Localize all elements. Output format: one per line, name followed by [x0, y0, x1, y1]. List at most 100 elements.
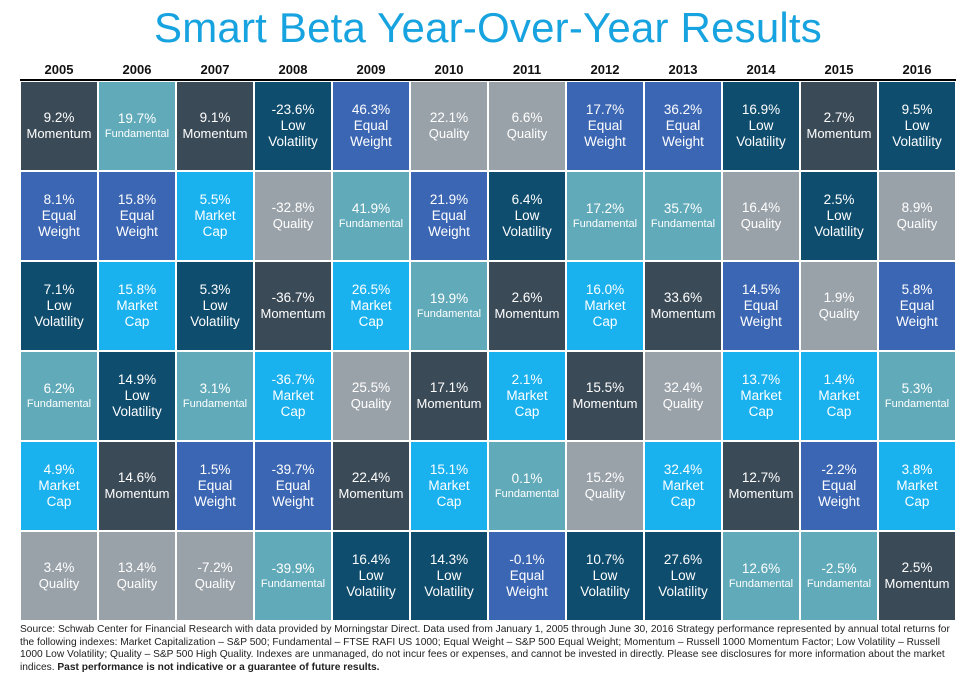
strategy-label: Fundamental: [494, 487, 560, 500]
return-cell-2016-rank-5: 3.8% Market Cap: [878, 441, 956, 531]
return-cell-2016-rank-6: 2.5% Momentum: [878, 531, 956, 621]
return-value: 35.7%: [663, 201, 703, 217]
return-cell-2005-rank-3: 7.1% Low Volatility: [20, 261, 98, 351]
chart-title: Smart Beta Year-Over-Year Results: [153, 4, 823, 51]
year-header-2006: 2006: [122, 62, 152, 77]
strategy-label: Momentum: [884, 576, 950, 592]
return-value: 5.3%: [901, 381, 933, 397]
return-value: 14.5%: [741, 281, 781, 297]
return-cell-2007-rank-1: 9.1% Momentum: [176, 81, 254, 171]
strategy-label: Fundamental: [26, 397, 92, 410]
return-value: 1.9%: [823, 290, 855, 306]
strategy-label: Low Volatility: [424, 567, 474, 600]
return-value: -2.5%: [821, 561, 857, 577]
year-header-2007: 2007: [200, 62, 230, 77]
return-value: 5.8%: [901, 281, 933, 297]
return-value: 12.7%: [741, 470, 781, 486]
year-header-2012: 2012: [590, 62, 620, 77]
return-cell-2010-rank-3: 19.9% Fundamental: [410, 261, 488, 351]
return-value: 3.8%: [901, 461, 933, 477]
strategy-label: Market Cap: [272, 387, 314, 420]
return-cell-2010-rank-6: 14.3% Low Volatility: [410, 531, 488, 621]
strategy-label: Equal Weight: [350, 117, 392, 150]
strategy-label: Momentum: [572, 396, 638, 412]
return-cell-2014-rank-6: 12.6% Fundamental: [722, 531, 800, 621]
strategy-label: Fundamental: [650, 217, 716, 230]
strategy-label: Equal Weight: [38, 207, 80, 240]
return-value: 15.2%: [585, 470, 625, 486]
return-value: 9.2%: [43, 110, 75, 126]
return-value: 2.5%: [823, 191, 855, 207]
strategy-label: Fundamental: [728, 577, 794, 590]
return-value: 10.7%: [585, 551, 625, 567]
strategy-label: Momentum: [494, 306, 560, 322]
return-cell-2015-rank-1: 2.7% Momentum: [800, 81, 878, 171]
return-value: 6.4%: [511, 191, 543, 207]
return-cell-2010-rank-2: 21.9% Equal Weight: [410, 171, 488, 261]
returns-grid: 9.2% Momentum 8.1% Equal Weight 7.1% Low Vola…: [20, 81, 956, 621]
return-cell-2012-rank-1: 17.7% Equal Weight: [566, 81, 644, 171]
return-cell-2015-rank-6: -2.5% Fundamental: [800, 531, 878, 621]
strategy-label: Equal Weight: [818, 477, 860, 510]
return-value: 25.5%: [351, 380, 391, 396]
strategy-label: Fundamental: [884, 397, 950, 410]
return-value: 3.4%: [43, 560, 75, 576]
strategy-label: Momentum: [806, 126, 872, 142]
return-cell-2011-rank-1: 6.6% Quality: [488, 81, 566, 171]
return-value: 27.6%: [663, 551, 703, 567]
return-cell-2011-rank-4: 2.1% Market Cap: [488, 351, 566, 441]
return-value: -39.7%: [271, 461, 315, 477]
strategy-label: Fundamental: [572, 217, 638, 230]
return-value: 16.4%: [741, 200, 781, 216]
return-value: 26.5%: [351, 281, 391, 297]
year-header-2014: 2014: [746, 62, 776, 77]
return-value: 1.5%: [199, 461, 231, 477]
return-cell-2011-rank-3: 2.6% Momentum: [488, 261, 566, 351]
strategy-label: Equal Weight: [662, 117, 704, 150]
strategy-label: Fundamental: [338, 217, 404, 230]
strategy-label: Equal Weight: [194, 477, 236, 510]
strategy-label: Fundamental: [182, 397, 248, 410]
return-cell-2008-rank-2: -32.8% Quality: [254, 171, 332, 261]
return-value: 16.4%: [351, 551, 391, 567]
strategy-label: Low Volatility: [190, 297, 240, 330]
strategy-label: Equal Weight: [272, 477, 314, 510]
strategy-label: Momentum: [650, 306, 716, 322]
return-cell-2012-rank-3: 16.0% Market Cap: [566, 261, 644, 351]
return-value: 36.2%: [663, 101, 703, 117]
strategy-label: Momentum: [338, 486, 404, 502]
strategy-label: Equal Weight: [116, 207, 158, 240]
return-cell-2006-rank-6: 13.4% Quality: [98, 531, 176, 621]
return-cell-2011-rank-6: -0.1% Equal Weight: [488, 531, 566, 621]
return-cell-2010-rank-5: 15.1% Market Cap: [410, 441, 488, 531]
return-value: 15.8%: [117, 191, 157, 207]
return-value: 13.7%: [741, 371, 781, 387]
return-cell-2012-rank-2: 17.2% Fundamental: [566, 171, 644, 261]
strategy-label: Quality: [818, 306, 860, 322]
return-value: -2.2%: [821, 461, 857, 477]
return-value: 17.2%: [585, 201, 625, 217]
strategy-label: Market Cap: [584, 297, 626, 330]
return-cell-2009-rank-5: 22.4% Momentum: [332, 441, 410, 531]
return-value: 46.3%: [351, 101, 391, 117]
year-header-2005: 2005: [44, 62, 74, 77]
strategy-label: Low Volatility: [658, 567, 708, 600]
return-value: 5.5%: [199, 191, 231, 207]
strategy-label: Low Volatility: [814, 207, 864, 240]
return-value: 6.2%: [43, 381, 75, 397]
strategy-label: Momentum: [26, 126, 92, 142]
return-value: 12.6%: [741, 561, 781, 577]
return-cell-2008-rank-1: -23.6% Low Volatility: [254, 81, 332, 171]
strategy-label: Market Cap: [506, 387, 548, 420]
strategy-label: Quality: [428, 126, 470, 142]
strategy-label: Fundamental: [260, 577, 326, 590]
return-value: -39.9%: [271, 561, 315, 577]
strategy-label: Quality: [662, 396, 704, 412]
strategy-label: Low Volatility: [892, 117, 942, 150]
return-cell-2007-rank-6: -7.2% Quality: [176, 531, 254, 621]
return-cell-2010-rank-4: 17.1% Momentum: [410, 351, 488, 441]
strategy-label: Momentum: [416, 396, 482, 412]
strategy-label: Momentum: [182, 126, 248, 142]
return-cell-2009-rank-6: 16.4% Low Volatility: [332, 531, 410, 621]
return-value: 1.4%: [823, 371, 855, 387]
